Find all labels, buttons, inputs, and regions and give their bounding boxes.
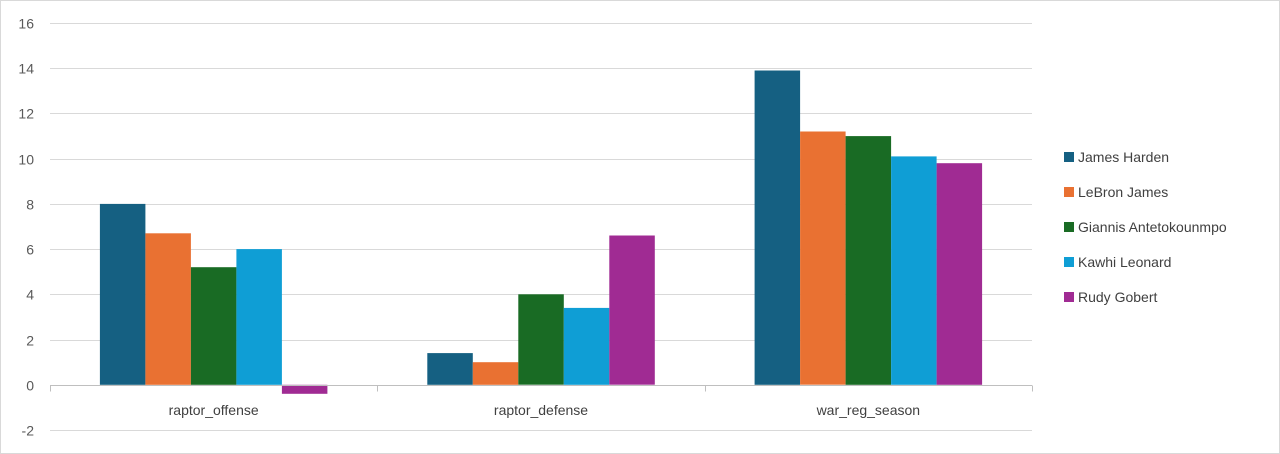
bar-lebron-james-war-reg-season	[800, 131, 846, 385]
y-axis-ticks: -2 0 2 4 6 8 10 12 14 16	[18, 16, 34, 439]
bar-rudy-gobert-raptor-defense	[609, 235, 655, 385]
bar-lebron-james-raptor-defense	[472, 362, 519, 385]
x-axis	[50, 385, 1033, 392]
bar-james-harden-raptor-offense	[99, 203, 146, 385]
x-category-label: war_reg_season	[816, 402, 921, 418]
legend: James Harden LeBron James Giannis Antetoko…	[1064, 149, 1227, 305]
bar-rudy-gobert-raptor-offense	[281, 384, 328, 394]
y-tick-label: 10	[18, 152, 34, 168]
legend-swatch	[1064, 257, 1074, 267]
bar-james-harden-raptor-defense	[427, 353, 473, 385]
y-tick-label: 4	[26, 287, 34, 303]
bars	[99, 70, 983, 394]
legend-label: Giannis Antetokounmpo	[1078, 219, 1227, 235]
legend-label: LeBron James	[1078, 184, 1168, 200]
y-tick-label: 12	[18, 106, 34, 122]
y-tick-label: 16	[18, 16, 34, 32]
legend-label: Kawhi Leonard	[1078, 254, 1171, 270]
y-tick-label: 6	[26, 242, 34, 258]
legend-swatch	[1064, 152, 1074, 162]
x-category-label: raptor_offense	[169, 402, 259, 418]
y-tick-label: 8	[26, 197, 34, 213]
bar-giannis-antetokounmpo-raptor-offense	[190, 267, 237, 385]
bar-kawhi-leonard-raptor-defense	[563, 307, 610, 385]
y-tick-label: -2	[22, 423, 35, 439]
legend-swatch	[1064, 187, 1074, 197]
bar-kawhi-leonard-war-reg-season	[891, 156, 937, 385]
y-tick-label: 14	[18, 61, 34, 77]
y-tick-label: 2	[26, 333, 34, 349]
legend-swatch	[1064, 292, 1074, 302]
x-axis-category-labels: raptor_offense raptor_defense war_reg_seas…	[169, 402, 920, 418]
legend-label: James Harden	[1078, 149, 1169, 165]
legend-swatch	[1064, 222, 1074, 232]
bar-giannis-antetokounmpo-raptor-defense	[518, 294, 564, 385]
bar-rudy-gobert-war-reg-season	[936, 163, 983, 385]
bar-lebron-james-raptor-offense	[145, 233, 191, 385]
y-tick-label: 0	[26, 378, 34, 394]
x-category-label: raptor_defense	[494, 402, 588, 418]
bar-giannis-antetokounmpo-war-reg-season	[845, 136, 892, 385]
legend-label: Rudy Gobert	[1078, 289, 1157, 305]
bar-kawhi-leonard-raptor-offense	[236, 249, 282, 385]
bar-james-harden-war-reg-season	[754, 70, 801, 385]
